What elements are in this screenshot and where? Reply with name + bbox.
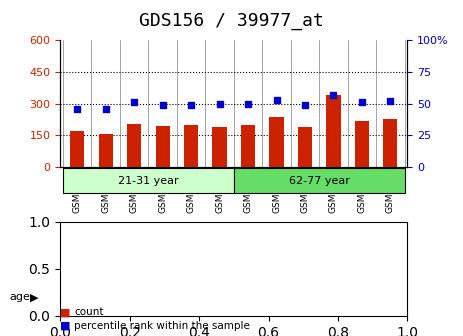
Text: 21-31 year: 21-31 year <box>118 176 179 186</box>
FancyBboxPatch shape <box>234 168 405 194</box>
Text: age: age <box>9 292 30 302</box>
Bar <box>213 127 227 167</box>
Text: 62-77 year: 62-77 year <box>289 176 350 186</box>
Bar <box>184 125 198 167</box>
Text: percentile rank within the sample: percentile rank within the sample <box>74 321 250 331</box>
Text: GDS156 / 39977_at: GDS156 / 39977_at <box>139 12 324 30</box>
Text: ■: ■ <box>60 321 71 331</box>
Bar <box>241 125 255 167</box>
Bar <box>127 124 141 167</box>
Bar <box>298 127 312 167</box>
Bar <box>355 122 369 167</box>
Bar <box>383 119 397 167</box>
FancyBboxPatch shape <box>63 168 234 194</box>
Text: count: count <box>74 307 104 318</box>
Bar <box>70 131 84 167</box>
Bar <box>99 134 113 167</box>
Text: ▶: ▶ <box>30 292 38 302</box>
Bar <box>326 95 341 167</box>
Text: ■: ■ <box>60 307 71 318</box>
Bar <box>269 117 284 167</box>
Bar <box>156 126 170 167</box>
